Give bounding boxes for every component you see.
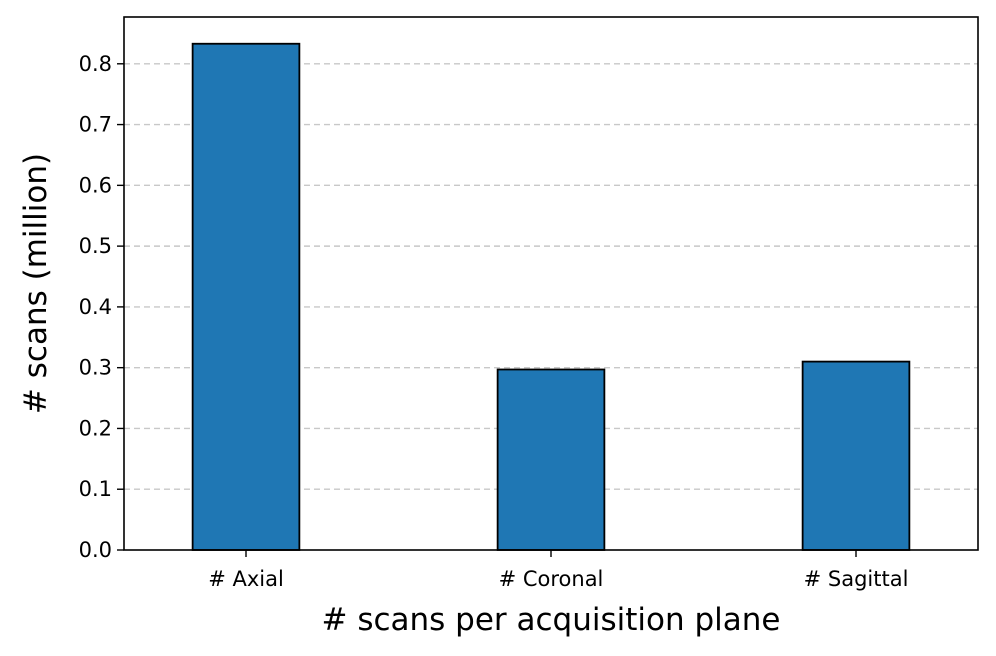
y-tick-label: 0.6: [79, 173, 112, 197]
bar: [496, 368, 606, 551]
y-tick-label: 0.8: [79, 52, 112, 76]
y-axis-label: # scans (million): [18, 153, 54, 414]
y-tick-label: 0.3: [79, 356, 112, 380]
bars: [191, 42, 911, 551]
y-tick-label: 0.0: [79, 538, 112, 562]
x-axis-label: # scans per acquisition plane: [321, 602, 780, 638]
x-tick-label: # Coronal: [499, 567, 604, 591]
bar: [801, 360, 911, 551]
y-axis-ticks: 0.0 0.1 0.2 0.3 0.4 0.5 0.6 0.7 0.8: [79, 52, 124, 562]
x-tick-label: # Sagittal: [804, 567, 909, 591]
y-tick-label: 0.7: [79, 113, 112, 137]
x-tick-label: # Axial: [208, 567, 284, 591]
y-tick-label: 0.2: [79, 416, 112, 440]
bar: [191, 42, 301, 551]
x-axis-ticks: # Axial # Coronal # Sagittal: [208, 550, 908, 591]
y-tick-label: 0.4: [79, 295, 112, 319]
y-tick-label: 0.1: [79, 477, 112, 501]
y-tick-label: 0.5: [79, 234, 112, 258]
